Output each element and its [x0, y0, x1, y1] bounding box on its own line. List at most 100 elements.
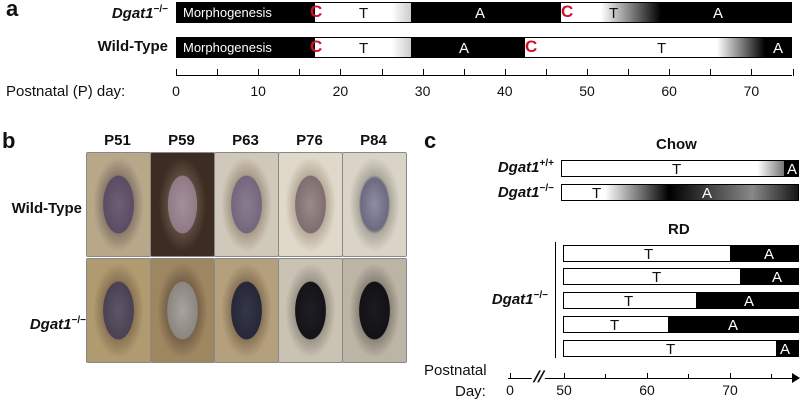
telogen-segment: [562, 161, 784, 176]
rd-group-bracket: [555, 242, 556, 358]
mouse-photo-wildtype-p76: [278, 152, 343, 257]
axis-tick: [751, 69, 753, 76]
telogen-label: T: [609, 5, 619, 22]
panel-a-wildtype-bar: Morphogenesis C T A C T A: [176, 37, 792, 58]
mouse-photo-dgat1-p59: [150, 258, 215, 363]
axis-tick: [628, 69, 630, 76]
axis-tick: [422, 69, 424, 76]
genotype-sup: +/+: [539, 158, 554, 169]
axis-tick: [688, 374, 689, 379]
panel-c-axis-label-2: Day:: [455, 383, 486, 400]
telogen-label: T: [652, 269, 662, 285]
anagen-label: A: [728, 317, 739, 333]
telogen-label: T: [610, 317, 620, 333]
panel-b-wildtype-label: Wild-Type: [11, 200, 82, 217]
axis-tick: [605, 374, 606, 379]
anagen-label: A: [475, 5, 486, 22]
axis-tick-label: 60: [661, 83, 677, 99]
axis-tick-label: 40: [497, 83, 513, 99]
anagen-segment: [661, 3, 791, 22]
axis-tick: [669, 69, 671, 76]
axis-tick: [299, 69, 301, 76]
axis-tick: [730, 373, 731, 379]
panel-a-wildtype-label: Wild-Type: [97, 38, 168, 55]
photo-column-label: P63: [232, 132, 259, 149]
rd-bar-2: T A: [563, 268, 799, 285]
mouse-photo-wildtype-p59: [150, 152, 215, 257]
gene-name: Dgat1: [29, 316, 72, 333]
morphogenesis-label: Morphogenesis: [183, 40, 272, 55]
anagen-label: A: [787, 161, 798, 177]
axis-tick-label: 60: [639, 382, 655, 398]
axis-tick-label: 10: [250, 83, 266, 99]
panel-c-axis-label-1: Postnatal: [424, 362, 487, 379]
chow-ko-bar: T A: [561, 184, 799, 201]
telogen-segment: [315, 3, 411, 22]
anagen-segment: [668, 317, 798, 332]
gene-name: Dgat1: [497, 184, 540, 201]
axis-tick-label: 50: [556, 382, 572, 398]
chow-wt-label: Dgat1+/+: [446, 158, 554, 176]
panel-a-axis-line: [176, 75, 792, 76]
axis-tick-label: 70: [722, 382, 738, 398]
telogen-segment: [562, 185, 798, 200]
anagen-segment: [696, 293, 798, 308]
telogen-label: T: [666, 341, 676, 357]
anagen-label: A: [764, 246, 775, 262]
axis-tick-label: 20: [332, 83, 349, 99]
mouse-photo-dgat1-p63: [214, 258, 279, 363]
gene-name: Dgat1: [111, 5, 154, 22]
telogen-segment: [525, 38, 765, 57]
anagen-segment: [411, 3, 561, 22]
axis-tick: [587, 69, 588, 76]
catagen-mark: C: [561, 2, 574, 21]
photo-column-label: P84: [360, 132, 387, 149]
panel-c-axis-line: [508, 378, 794, 379]
genotype-sup: −/−: [539, 183, 554, 194]
morphogenesis-segment: [177, 3, 315, 22]
axis-tick-label: 50: [579, 83, 595, 99]
axis-tick: [258, 69, 260, 76]
axis-tick: [647, 373, 648, 379]
anagen-label: A: [772, 269, 783, 285]
axis-tick: [340, 69, 342, 76]
genotype-sup: −/−: [71, 315, 86, 326]
anagen-segment: [411, 38, 525, 57]
anagen-label: A: [459, 40, 470, 57]
panel-a-dgat1-bar: Morphogenesis C T A C T A: [176, 2, 792, 23]
axis-tick: [564, 373, 565, 379]
morphogenesis-label: Morphogenesis: [183, 5, 272, 20]
mouse-photo-dgat1-p84: [342, 258, 407, 363]
axis-tick-label: 30: [414, 83, 431, 99]
axis-tick-label: 70: [743, 83, 760, 99]
panel-a-dgat1-label: Dgat1−/−: [60, 4, 168, 22]
anagen-label: A: [780, 341, 791, 357]
telogen-label: T: [592, 185, 602, 201]
rd-bar-4: T A: [563, 316, 799, 333]
anagen-segment: [765, 38, 791, 57]
axis-tick-label: 0: [172, 83, 180, 99]
axis-tick: [381, 69, 383, 76]
panel-a-letter: a: [6, 0, 19, 21]
panel-a-axis-label: Postnatal (P) day:: [6, 83, 126, 100]
chow-ko-label: Dgat1−/−: [446, 183, 554, 201]
telogen-label: T: [657, 40, 667, 57]
anagen-segment: [776, 341, 798, 356]
rd-title: RD: [668, 221, 690, 238]
chow-title: Chow: [656, 136, 697, 153]
anagen-label: A: [744, 293, 755, 309]
catagen-mark: C: [310, 37, 323, 56]
photo-column-label: P51: [104, 132, 131, 149]
photo-column-label: P59: [168, 132, 195, 149]
catagen-mark: C: [525, 37, 538, 56]
mouse-photo-dgat1-p76: [278, 258, 343, 363]
telogen-label: T: [359, 40, 369, 57]
panel-c-axis-arrowhead: [792, 373, 800, 383]
anagen-segment: [740, 269, 798, 284]
genotype-sup: −/−: [153, 4, 168, 15]
axis-tick-label: 0: [506, 382, 514, 398]
panel-b-dgat1-label: Dgat1−/−: [4, 315, 86, 333]
axis-tick: [176, 69, 177, 76]
mouse-photo-wildtype-p51: [86, 152, 151, 257]
telogen-segment: [561, 3, 661, 22]
